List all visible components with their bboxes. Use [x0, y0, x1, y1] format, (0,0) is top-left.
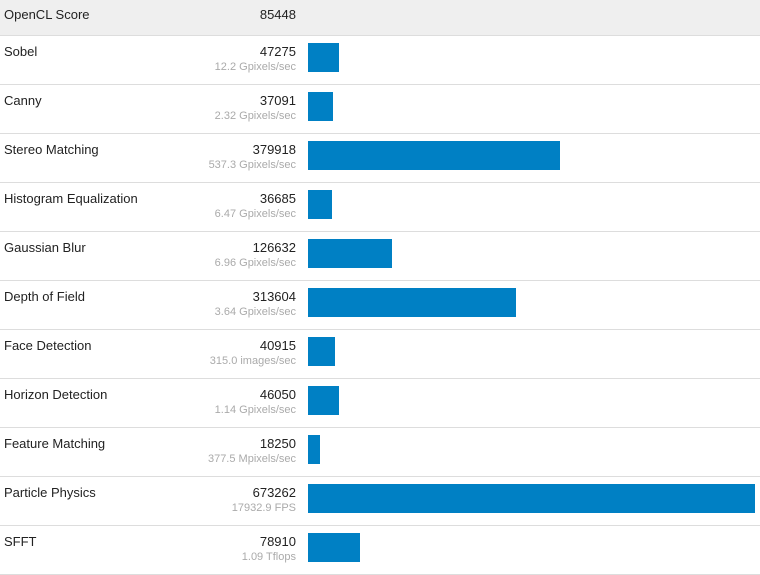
test-score: 36685 [259, 191, 296, 206]
score-bar [308, 288, 517, 317]
test-name: Sobel [4, 44, 38, 59]
test-name: SFFT [4, 534, 37, 549]
score-bar [308, 141, 561, 170]
test-score: 313604 [252, 289, 296, 304]
score-bar [308, 190, 333, 219]
header-label: OpenCL Score [4, 7, 90, 22]
test-detail: 3.64 Gpixels/sec [214, 306, 296, 318]
test-score: 40915 [259, 338, 296, 353]
opencl-score-header: OpenCL Score 85448 [0, 0, 760, 36]
test-name: Canny [4, 93, 42, 108]
table-row: Face Detection 40915 315.0 images/sec [0, 330, 760, 379]
test-detail: 6.47 Gpixels/sec [214, 208, 296, 220]
test-name: Depth of Field [4, 289, 85, 304]
test-score: 37091 [259, 93, 296, 108]
score-bar [308, 484, 755, 513]
test-detail: 1.09 Tflops [241, 551, 296, 563]
test-detail: 537.3 Gpixels/sec [208, 159, 296, 171]
test-name: Histogram Equalization [4, 191, 138, 206]
test-score: 46050 [259, 387, 296, 402]
header-score: 85448 [259, 7, 296, 22]
test-name: Face Detection [4, 338, 92, 353]
test-detail: 6.96 Gpixels/sec [214, 257, 296, 269]
score-bar [308, 239, 393, 268]
score-bar [308, 533, 361, 562]
score-bar [308, 435, 321, 464]
score-bar [308, 43, 340, 72]
test-detail: 1.14 Gpixels/sec [214, 404, 296, 416]
table-row: Feature Matching 18250 377.5 Mpixels/sec [0, 428, 760, 477]
table-row: Canny 37091 2.32 Gpixels/sec [0, 85, 760, 134]
test-score: 18250 [259, 436, 296, 451]
table-row: Stereo Matching 379918 537.3 Gpixels/sec [0, 134, 760, 183]
test-detail: 17932.9 FPS [231, 502, 296, 514]
test-name: Particle Physics [4, 485, 96, 500]
score-bar [308, 386, 339, 415]
table-row: Gaussian Blur 126632 6.96 Gpixels/sec [0, 232, 760, 281]
table-row: Depth of Field 313604 3.64 Gpixels/sec [0, 281, 760, 330]
test-score: 379918 [252, 142, 296, 157]
test-score: 78910 [259, 534, 296, 549]
score-bar [308, 92, 333, 121]
test-detail: 315.0 images/sec [209, 355, 296, 367]
test-detail: 12.2 Gpixels/sec [214, 61, 296, 73]
test-score: 47275 [259, 44, 296, 59]
table-row: SFFT 78910 1.09 Tflops [0, 526, 760, 575]
test-name: Gaussian Blur [4, 240, 86, 255]
table-row: Sobel 47275 12.2 Gpixels/sec [0, 36, 760, 85]
results-table: Sobel 47275 12.2 Gpixels/sec Canny 37091 2.32… [0, 36, 760, 575]
table-row: Particle Physics 673262 17932.9 FPS [0, 477, 760, 526]
test-name: Stereo Matching [4, 142, 99, 157]
table-row: Horizon Detection 46050 1.14 Gpixels/sec [0, 379, 760, 428]
test-name: Feature Matching [4, 436, 106, 451]
test-score: 673262 [252, 485, 296, 500]
table-row: Histogram Equalization 36685 6.47 Gpixels/… [0, 183, 760, 232]
test-score: 126632 [252, 240, 296, 255]
test-detail: 2.32 Gpixels/sec [214, 110, 296, 122]
test-detail: 377.5 Mpixels/sec [207, 453, 296, 465]
test-name: Horizon Detection [4, 387, 108, 402]
score-bar [308, 337, 336, 366]
